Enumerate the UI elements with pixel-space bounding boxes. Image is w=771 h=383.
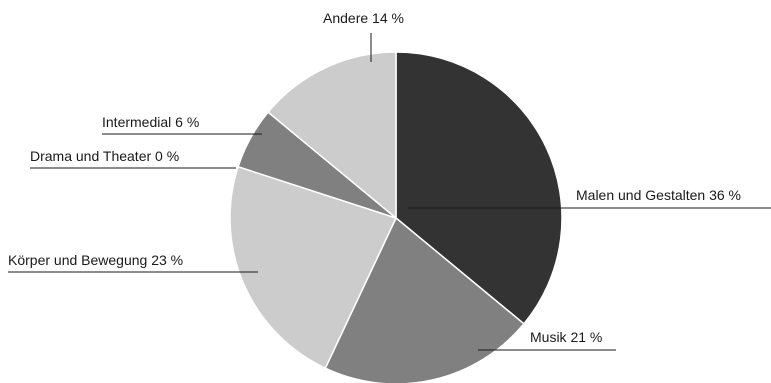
pie-slice-koerper-und-bewegung (229, 165, 398, 370)
slice-label-koerper-und-bewegung: Körper und Bewegung 23 % (8, 252, 183, 268)
slice-label-malen-und-gestalten: Malen und Gestalten 36 % (576, 187, 741, 203)
leader-lines (8, 33, 771, 351)
pie-slices (229, 51, 563, 383)
slice-label-musik: Musik 21 % (530, 329, 602, 345)
pie-slice-malen-und-gestalten (395, 51, 563, 325)
pie-slice-andere (267, 51, 397, 220)
slice-label-intermedial: Intermedial 6 % (102, 114, 199, 130)
pie-slice-musik (324, 216, 525, 383)
slice-label-drama-und-theater: Drama und Theater 0 % (30, 148, 179, 164)
slice-label-andere: Andere 14 % (323, 10, 404, 26)
slice-labels: Malen und Gestalten 36 % Musik 21 % Körper… (8, 10, 741, 345)
